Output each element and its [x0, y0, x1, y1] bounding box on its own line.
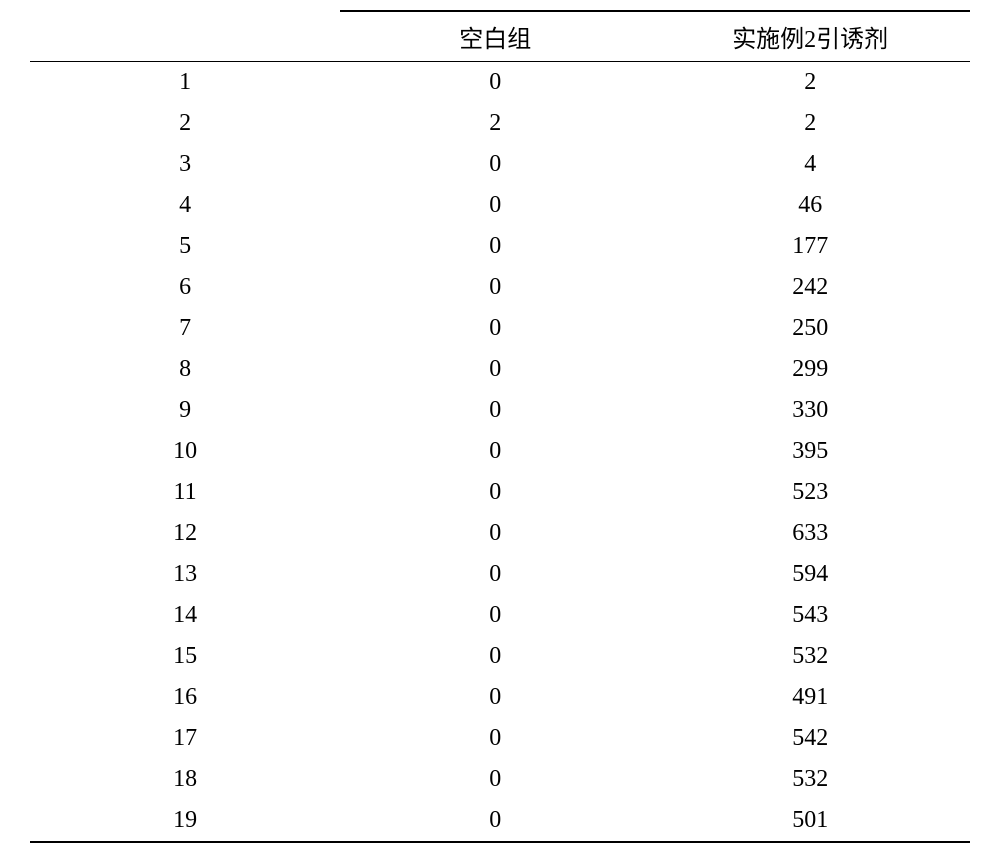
cell-b: 2 [650, 103, 970, 144]
table-row: 6 0 242 [30, 267, 970, 308]
cell-b: 532 [650, 759, 970, 800]
table-row: 11 0 523 [30, 472, 970, 513]
table-row: 19 0 501 [30, 800, 970, 842]
cell-b: 395 [650, 431, 970, 472]
cell-idx: 3 [30, 144, 340, 185]
table-row: 18 0 532 [30, 759, 970, 800]
data-table-container: 空白组 实施例2引诱剂 1 0 2 2 2 2 3 0 4 4 0 46 5 0… [30, 10, 970, 843]
cell-idx: 4 [30, 185, 340, 226]
cell-a: 0 [340, 390, 650, 431]
header-index [30, 11, 340, 62]
table-row: 3 0 4 [30, 144, 970, 185]
cell-b: 299 [650, 349, 970, 390]
cell-a: 0 [340, 267, 650, 308]
cell-a: 0 [340, 431, 650, 472]
cell-idx: 13 [30, 554, 340, 595]
table-row: 2 2 2 [30, 103, 970, 144]
cell-idx: 14 [30, 595, 340, 636]
table-row: 7 0 250 [30, 308, 970, 349]
table-row: 13 0 594 [30, 554, 970, 595]
cell-a: 0 [340, 636, 650, 677]
cell-idx: 16 [30, 677, 340, 718]
cell-idx: 1 [30, 62, 340, 104]
cell-idx: 11 [30, 472, 340, 513]
table-row: 15 0 532 [30, 636, 970, 677]
cell-b: 532 [650, 636, 970, 677]
cell-idx: 7 [30, 308, 340, 349]
cell-b: 2 [650, 62, 970, 104]
cell-a: 0 [340, 595, 650, 636]
cell-idx: 17 [30, 718, 340, 759]
cell-a: 0 [340, 144, 650, 185]
cell-a: 0 [340, 472, 650, 513]
cell-idx: 5 [30, 226, 340, 267]
table-row: 14 0 543 [30, 595, 970, 636]
table-row: 9 0 330 [30, 390, 970, 431]
cell-a: 0 [340, 308, 650, 349]
table-row: 16 0 491 [30, 677, 970, 718]
cell-a: 0 [340, 185, 650, 226]
cell-a: 0 [340, 800, 650, 842]
table-row: 5 0 177 [30, 226, 970, 267]
cell-a: 0 [340, 62, 650, 104]
table-header-row: 空白组 实施例2引诱剂 [30, 11, 970, 62]
header-group-b: 实施例2引诱剂 [650, 11, 970, 62]
cell-a: 0 [340, 226, 650, 267]
cell-a: 2 [340, 103, 650, 144]
table-row: 12 0 633 [30, 513, 970, 554]
table-row: 17 0 542 [30, 718, 970, 759]
table-row: 1 0 2 [30, 62, 970, 104]
cell-idx: 8 [30, 349, 340, 390]
cell-a: 0 [340, 718, 650, 759]
cell-idx: 10 [30, 431, 340, 472]
cell-idx: 12 [30, 513, 340, 554]
table-row: 8 0 299 [30, 349, 970, 390]
cell-b: 177 [650, 226, 970, 267]
cell-a: 0 [340, 759, 650, 800]
cell-b: 501 [650, 800, 970, 842]
cell-b: 242 [650, 267, 970, 308]
cell-idx: 6 [30, 267, 340, 308]
cell-idx: 2 [30, 103, 340, 144]
cell-a: 0 [340, 349, 650, 390]
table-row: 10 0 395 [30, 431, 970, 472]
cell-b: 633 [650, 513, 970, 554]
cell-b: 523 [650, 472, 970, 513]
cell-a: 0 [340, 513, 650, 554]
cell-b: 330 [650, 390, 970, 431]
cell-b: 491 [650, 677, 970, 718]
header-group-a: 空白组 [340, 11, 650, 62]
data-table: 空白组 实施例2引诱剂 1 0 2 2 2 2 3 0 4 4 0 46 5 0… [30, 10, 970, 843]
cell-idx: 15 [30, 636, 340, 677]
cell-a: 0 [340, 677, 650, 718]
cell-b: 46 [650, 185, 970, 226]
cell-idx: 18 [30, 759, 340, 800]
cell-a: 0 [340, 554, 650, 595]
cell-b: 250 [650, 308, 970, 349]
cell-idx: 9 [30, 390, 340, 431]
table-row: 4 0 46 [30, 185, 970, 226]
cell-idx: 19 [30, 800, 340, 842]
cell-b: 543 [650, 595, 970, 636]
cell-b: 4 [650, 144, 970, 185]
cell-b: 542 [650, 718, 970, 759]
cell-b: 594 [650, 554, 970, 595]
